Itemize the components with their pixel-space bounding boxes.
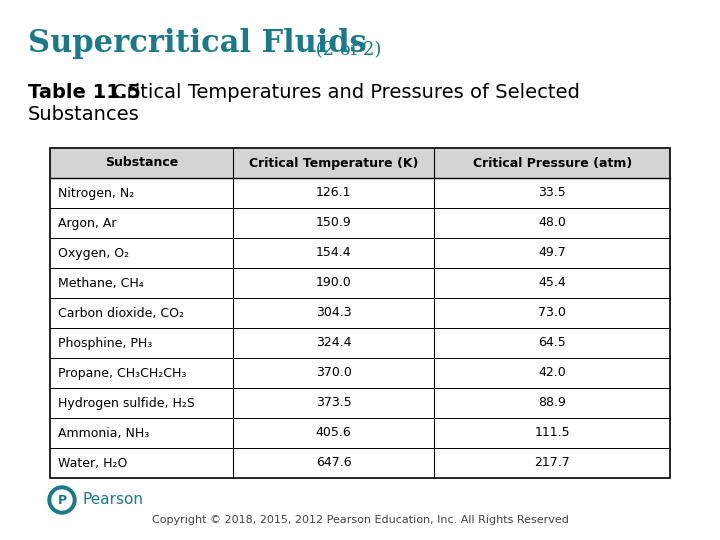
Bar bbox=[50, 448, 670, 478]
Text: 45.4: 45.4 bbox=[539, 276, 566, 289]
Text: Critical Pressure (atm): Critical Pressure (atm) bbox=[472, 157, 632, 170]
Text: 304.3: 304.3 bbox=[316, 307, 351, 320]
Text: Copyright © 2018, 2015, 2012 Pearson Education, Inc. All Rights Reserved: Copyright © 2018, 2015, 2012 Pearson Edu… bbox=[152, 515, 568, 525]
Text: P: P bbox=[58, 494, 66, 507]
Text: (2 of 2): (2 of 2) bbox=[310, 41, 382, 59]
Bar bbox=[50, 418, 670, 448]
Text: Table 11.5: Table 11.5 bbox=[28, 83, 141, 102]
Text: 126.1: 126.1 bbox=[316, 186, 351, 199]
Text: 88.9: 88.9 bbox=[539, 396, 566, 409]
Text: 73.0: 73.0 bbox=[539, 307, 566, 320]
Text: Critical Temperatures and Pressures of Selected: Critical Temperatures and Pressures of S… bbox=[113, 83, 580, 102]
Text: Ammonia, NH₃: Ammonia, NH₃ bbox=[58, 427, 149, 440]
Bar bbox=[50, 388, 670, 418]
Bar bbox=[50, 328, 670, 358]
Text: Hydrogen sulfide, H₂S: Hydrogen sulfide, H₂S bbox=[58, 396, 195, 409]
Text: 373.5: 373.5 bbox=[316, 396, 351, 409]
Text: 64.5: 64.5 bbox=[539, 336, 566, 349]
Bar bbox=[50, 298, 670, 328]
Bar bbox=[50, 178, 670, 208]
Text: Substance: Substance bbox=[105, 157, 178, 170]
Text: Water, H₂O: Water, H₂O bbox=[58, 456, 127, 469]
Text: Nitrogen, N₂: Nitrogen, N₂ bbox=[58, 186, 134, 199]
Text: 49.7: 49.7 bbox=[539, 246, 566, 260]
Text: 324.4: 324.4 bbox=[316, 336, 351, 349]
Text: 154.4: 154.4 bbox=[316, 246, 351, 260]
Text: 48.0: 48.0 bbox=[539, 217, 566, 230]
Text: Carbon dioxide, CO₂: Carbon dioxide, CO₂ bbox=[58, 307, 184, 320]
Text: 370.0: 370.0 bbox=[315, 367, 351, 380]
Text: 111.5: 111.5 bbox=[534, 427, 570, 440]
Text: 33.5: 33.5 bbox=[539, 186, 566, 199]
Text: Substances: Substances bbox=[28, 105, 140, 124]
Text: 42.0: 42.0 bbox=[539, 367, 566, 380]
Bar bbox=[50, 208, 670, 238]
Circle shape bbox=[52, 490, 72, 510]
Bar bbox=[50, 268, 670, 298]
Text: Propane, CH₃CH₂CH₃: Propane, CH₃CH₂CH₃ bbox=[58, 367, 186, 380]
Text: 190.0: 190.0 bbox=[316, 276, 351, 289]
Bar bbox=[50, 238, 670, 268]
Circle shape bbox=[48, 486, 76, 514]
Text: Critical Temperature (K): Critical Temperature (K) bbox=[249, 157, 418, 170]
Text: Argon, Ar: Argon, Ar bbox=[58, 217, 117, 230]
Text: Oxygen, O₂: Oxygen, O₂ bbox=[58, 246, 129, 260]
Text: Phosphine, PH₃: Phosphine, PH₃ bbox=[58, 336, 152, 349]
Text: 150.9: 150.9 bbox=[316, 217, 351, 230]
Text: Supercritical Fluids: Supercritical Fluids bbox=[28, 28, 366, 59]
Text: Methane, CH₄: Methane, CH₄ bbox=[58, 276, 144, 289]
Text: Pearson: Pearson bbox=[83, 492, 144, 508]
Text: 217.7: 217.7 bbox=[534, 456, 570, 469]
Text: 405.6: 405.6 bbox=[316, 427, 351, 440]
Bar bbox=[50, 358, 670, 388]
Bar bbox=[50, 148, 670, 178]
Text: 647.6: 647.6 bbox=[316, 456, 351, 469]
Bar bbox=[50, 148, 670, 478]
